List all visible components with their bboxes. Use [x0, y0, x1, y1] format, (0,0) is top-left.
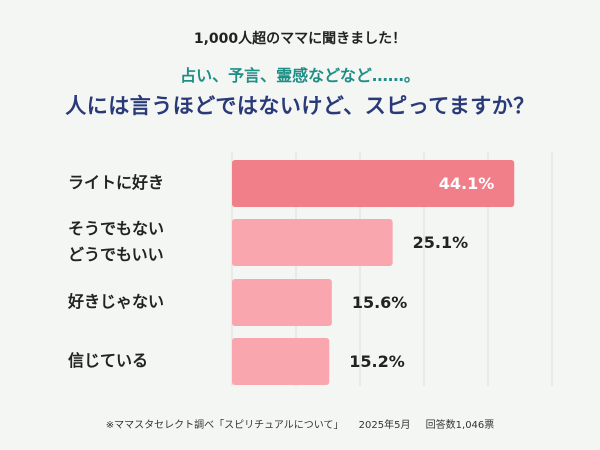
chart-title: 人には言うほどではないけど、スピってますか？: [65, 94, 535, 118]
data-label: 25.1%: [413, 233, 469, 252]
survey-label: 1,000人超のママに聞きました！: [193, 31, 407, 47]
footer-respondents: 回答数1,046票: [425, 420, 495, 431]
chart-subtitle: 占い、予言、霊感などなど……。: [180, 66, 420, 85]
category-label: 信じている: [68, 351, 148, 370]
footer-source: ※ママスタセレクト調べ「スピリチュアルについて」: [105, 420, 344, 431]
bar: [232, 160, 515, 207]
data-label: 15.2%: [349, 352, 405, 371]
bar: [232, 279, 332, 326]
data-label: 44.1%: [439, 174, 495, 193]
category-label: ライトに好き: [68, 173, 164, 192]
data-label: 15.6%: [352, 293, 408, 312]
category-label: 好きじゃない: [67, 292, 164, 311]
footer: ※ママスタセレクト調べ「スピリチュアルについて」 2025年5月 回答数1,04…: [0, 416, 600, 431]
bar: [232, 338, 330, 385]
footer-date: 2025年5月: [358, 420, 411, 431]
category-label: そうでもない: [68, 219, 164, 238]
bar: [232, 219, 393, 266]
category-label: どうでもいい: [68, 245, 164, 264]
